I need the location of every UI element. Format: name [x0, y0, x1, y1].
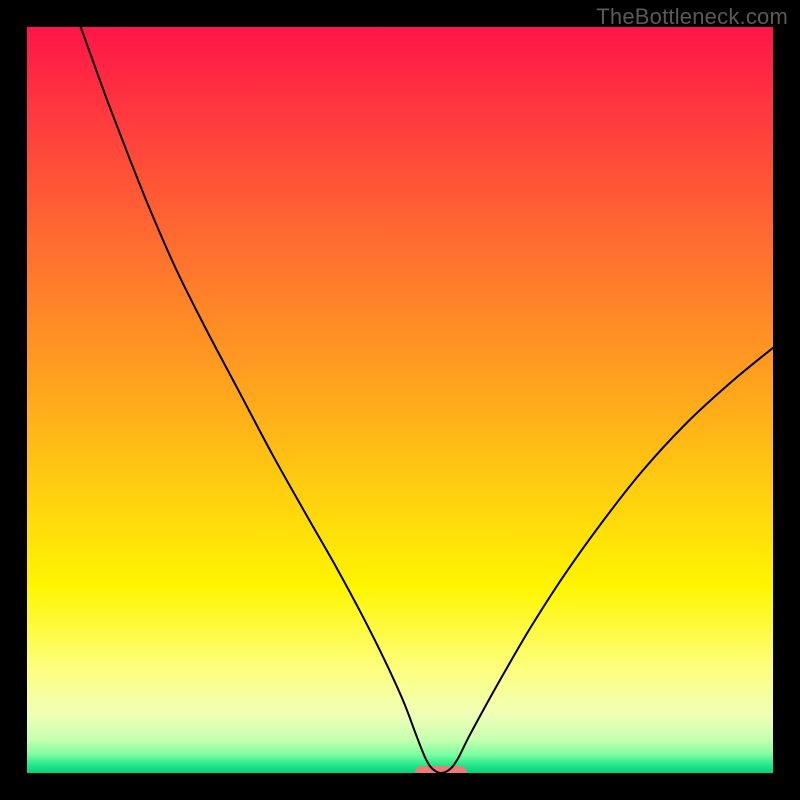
bottleneck-chart	[27, 27, 773, 773]
chart-frame: TheBottleneck.com	[0, 0, 800, 800]
chart-background	[27, 27, 773, 773]
trough-marker	[415, 766, 467, 773]
